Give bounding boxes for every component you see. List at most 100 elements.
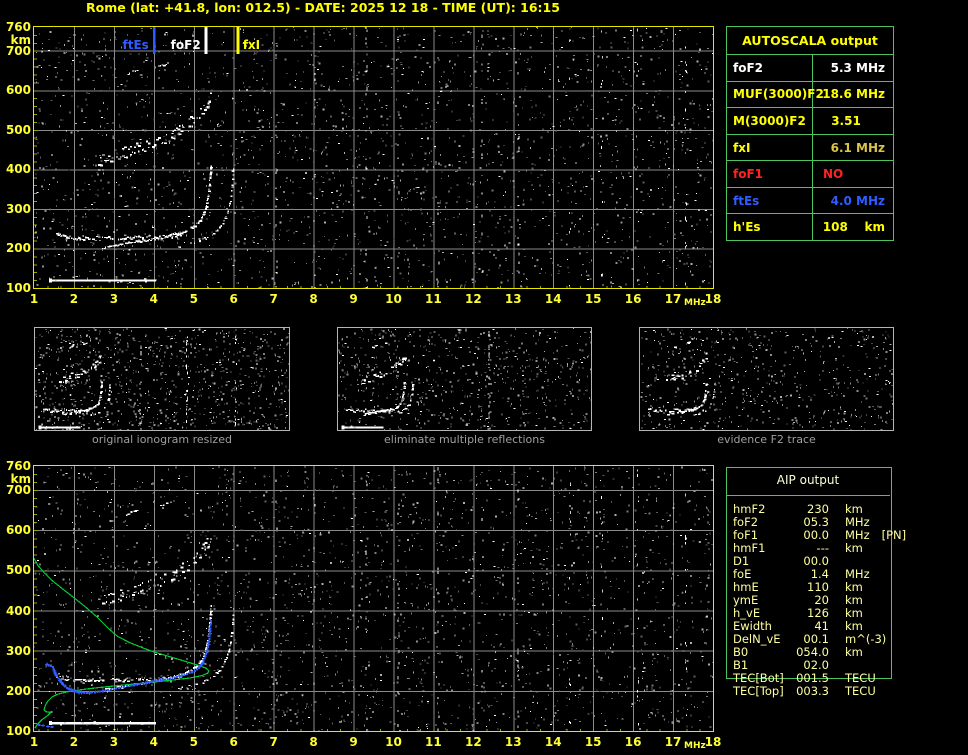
y-tick-label: 500: [5, 122, 31, 137]
autoscala-param-value: 5.3 MHz: [830, 60, 885, 75]
svg-text:fxI: fxI: [243, 38, 260, 52]
autoscala-param-value: 3.51: [831, 113, 861, 128]
aip-param-value: 20: [814, 593, 829, 607]
autoscala-param-value: 108 km: [822, 220, 885, 235]
aip-param-label: foF1: [733, 528, 759, 542]
aip-param-unit: km: [845, 593, 863, 607]
y-tick-label: 200: [5, 241, 31, 256]
x-tick-label: 7: [269, 292, 278, 306]
aip-header-rule: [726, 495, 890, 496]
aip-param-label: hmE: [733, 580, 759, 594]
x-tick-label: 6: [229, 735, 238, 749]
x-axis-unit-label: MHz: [684, 298, 706, 308]
y-tick-label: 300: [5, 643, 31, 658]
svg-text:ftEs: ftEs: [123, 38, 149, 52]
aip-param-unit: TECU: [845, 671, 876, 685]
autoscala-param-label: M(3000)F2: [727, 108, 813, 134]
y-tick-label: 700: [5, 483, 31, 498]
y-tick-label: 700: [5, 43, 31, 58]
aip-output-table: AIP output hmF2 230 km foF2 05.3 MHz foF1 00.0 M…: [726, 467, 906, 712]
x-tick-label: 8: [309, 292, 318, 306]
thumbnail-evidence-f2: [639, 327, 894, 431]
y-tick-label: 100: [5, 724, 31, 738]
x-tick-label: 15: [584, 735, 602, 749]
aip-row-h-vE: h_vE 126 km: [726, 607, 875, 620]
autoscala-row-MUF-3000-F2: MUF(3000)F2 18.6 MHz: [727, 81, 893, 109]
aip-param-label: Ewidth: [733, 619, 772, 633]
caption-evidence-f2: evidence F2 trace: [717, 433, 816, 446]
x-tick-label: 1: [29, 735, 39, 749]
x-tick-label: 2: [69, 735, 79, 749]
aip-param-label: DelN_vE: [733, 632, 781, 646]
aip-row-ymE: ymE 20 km: [726, 594, 875, 607]
x-tick-label: 5: [189, 292, 198, 306]
aip-param-unit: km: [845, 502, 863, 516]
aip-param-value: 05.3: [803, 515, 829, 529]
y-tick-label: 300: [5, 201, 31, 216]
aip-param-label: h_vE: [733, 606, 761, 620]
x-tick-label: 3: [109, 292, 119, 306]
x-tick-label: 13: [504, 292, 522, 306]
autoscala-row-fxI: fxI 6.1 MHz: [727, 134, 893, 162]
aip-row-foE: foE 1.4 MHz: [726, 568, 882, 581]
aip-param-label: TEC[Bot]: [733, 671, 784, 685]
x-tick-label: 18: [704, 735, 722, 749]
aip-param-unit: km: [845, 580, 863, 594]
autoscala-param-label: foF2: [727, 55, 813, 81]
x-tick-label: 10: [385, 292, 402, 306]
autoscala-param-value: NO: [823, 167, 844, 182]
aip-param-flag: [PN]: [881, 528, 907, 542]
autoscala-row-M-3000-F2: M(3000)F2 3.51: [727, 108, 893, 135]
aip-row-hmE: hmE 110 km: [726, 581, 875, 594]
aip-param-label: ymE: [733, 593, 759, 607]
aip-param-value: 00.1: [803, 632, 829, 646]
aip-param-value: 00.0: [803, 528, 829, 542]
aip-param-unit: km: [845, 645, 863, 659]
aip-param-label: hmF1: [733, 541, 766, 555]
aip-table-header: AIP output: [776, 473, 840, 487]
x-axis-unit-label: MHz: [684, 741, 706, 751]
x-tick-label: 14: [544, 292, 562, 306]
bottom-profilogram-canvas: [34, 466, 713, 731]
autoscala-param-label: foF1: [727, 161, 813, 187]
aip-param-value: 02.0: [803, 658, 829, 672]
thumbnail-evidence-canvas: [640, 328, 893, 430]
autoscala-param-label: h'Es: [727, 214, 813, 241]
y-axis-unit-label: km: [10, 33, 31, 47]
x-tick-label: 12: [464, 292, 482, 306]
aip-param-label: foE: [733, 567, 752, 581]
x-tick-label: 17: [664, 735, 682, 749]
y-tick-label: 500: [5, 563, 31, 578]
autoscala-param-value: 6.1 MHz: [830, 140, 885, 155]
aip-param-unit: MHz: [845, 515, 870, 529]
thumbnail-original-canvas: [35, 328, 289, 430]
aip-param-unit: m^(-3): [845, 632, 887, 646]
aip-param-value: 054.0: [796, 645, 829, 659]
top-ionogram-plot: ftEs foF2 fxI: [33, 26, 714, 289]
aip-param-value: 230: [807, 502, 829, 516]
aip-param-value: 001.5: [796, 671, 829, 685]
x-tick-label: 12: [464, 735, 482, 749]
caption-original-ionogram: original ionogram resized: [92, 433, 232, 446]
aip-param-label: hmF2: [733, 502, 766, 516]
aip-param-value: 110: [807, 580, 829, 594]
thumbnail-eliminate-reflections: [337, 327, 592, 431]
aip-param-unit: km: [845, 541, 863, 555]
aip-row-B0: B0 054.0 km: [726, 646, 875, 659]
y-tick-label: 600: [5, 523, 31, 538]
aip-param-value: ---: [816, 541, 829, 555]
autoscala-table-header: AUTOSCALA output: [727, 27, 893, 55]
x-tick-label: 1: [29, 292, 39, 306]
x-tick-label: 13: [504, 735, 522, 749]
aip-row-TEC-Bot-: TEC[Bot] 001.5 TECU: [726, 672, 888, 685]
aip-param-value: 00.0: [803, 554, 829, 568]
x-tick-label: 9: [349, 735, 358, 749]
x-tick-label: 4: [149, 735, 158, 749]
aip-param-value: 003.3: [796, 684, 829, 698]
x-tick-label: 6: [229, 292, 238, 306]
aip-row-DelN-vE: DelN_vE 00.1 m^(-3): [726, 633, 898, 646]
svg-text:foF2: foF2: [171, 38, 201, 52]
aip-row-foF2: foF2 05.3 MHz: [726, 516, 882, 529]
thumbnail-original-ionogram: [34, 327, 290, 431]
